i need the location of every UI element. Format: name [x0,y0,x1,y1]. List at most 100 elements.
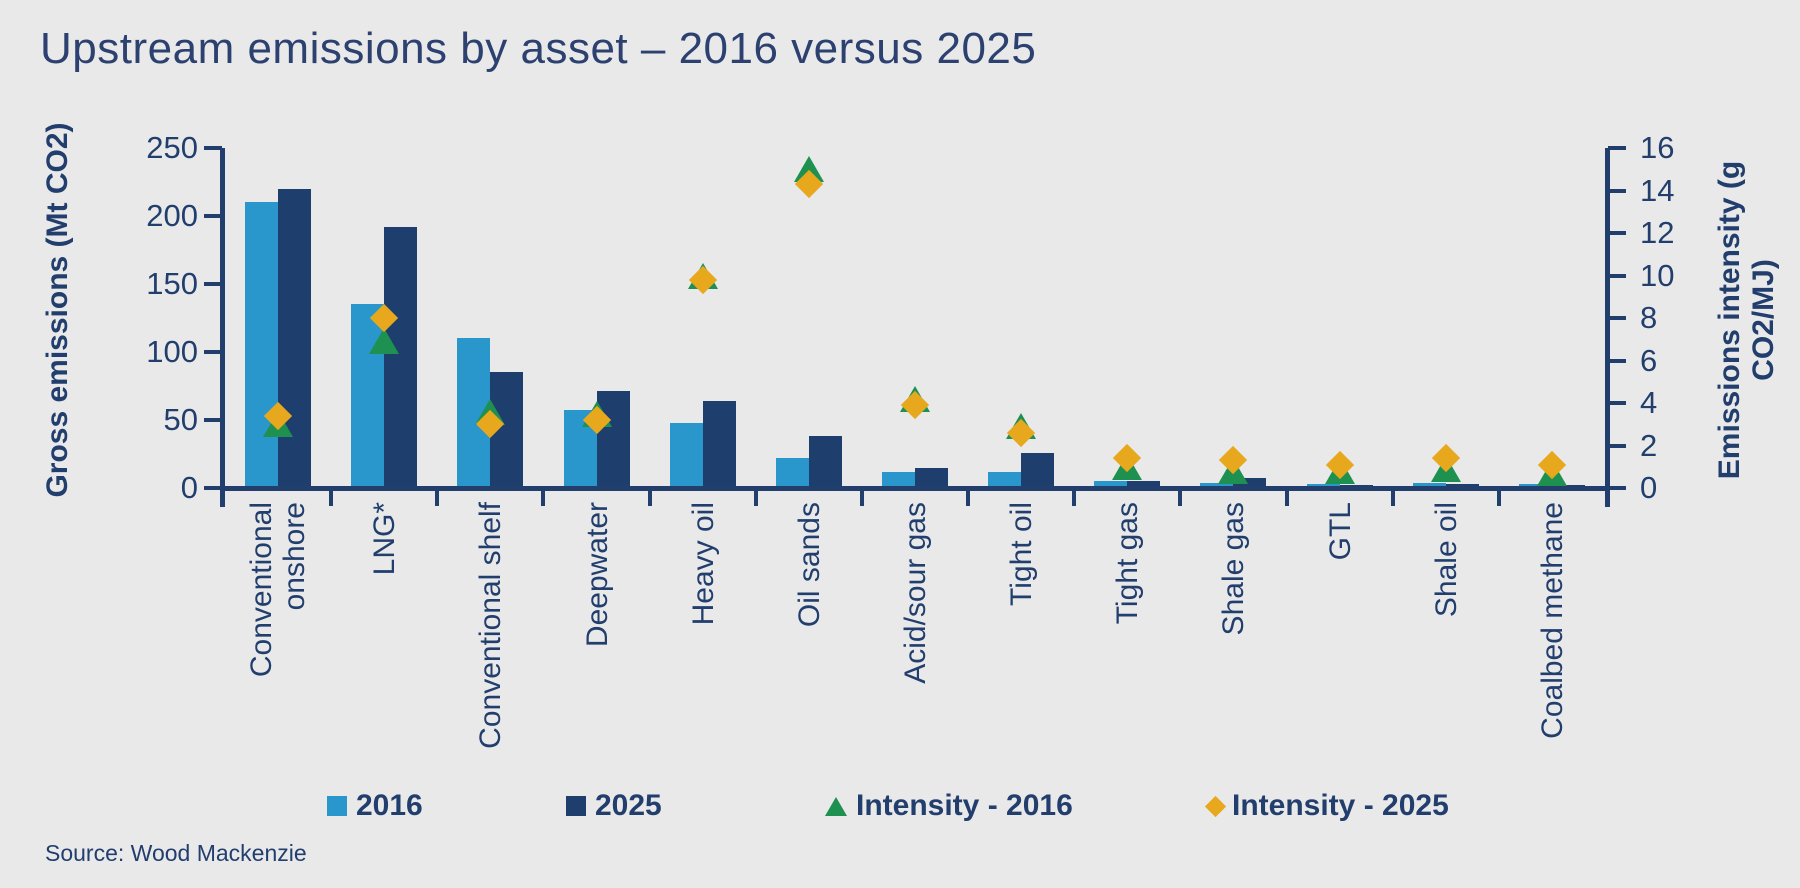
y-axis-right-line [1605,148,1610,507]
x-label-shale-gas: Shale gas [1197,502,1269,782]
x-label-text-shale-oil: Shale oil [1429,502,1463,618]
bar-2025-shale-oil [1445,483,1479,488]
bar-2016-coalbed-methane [1518,483,1552,488]
y-tick-label-left-0: 0 [180,470,198,505]
legend-swatch-triangle-icon [825,796,847,816]
x-label-deepwater: Deepwater [561,502,633,782]
left-axis-title: Gross emissions (Mt CO2) [41,122,74,498]
x-label-text-heavy-oil: Heavy oil [686,502,720,626]
x-label-text-conventional-onshore: Conventional onshore [245,502,312,678]
chart-title: Upstream emissions by asset – 2016 versu… [40,24,1037,73]
legend-swatch-2016-square-icon [327,796,347,816]
x-axis-tick-1 [329,491,334,506]
x-label-text-coalbed-methane: Coalbed methane [1535,502,1569,739]
y-tick-label-left-200: 200 [146,198,198,233]
bar-2025-acid-sour-gas [915,467,948,488]
x-label-gtl: GTL [1304,502,1376,782]
legend-label-intensity-2016: Intensity - 2016 [856,789,1073,822]
source-text: Source: Wood Mackenzie [45,840,307,866]
y-axis-left-line [220,148,225,507]
x-label-text-oil-sands: Oil sands [792,502,826,628]
bar-2025-conventional-onshore [278,188,312,488]
y-tick-right-4 [1608,401,1626,405]
y-tick-label-right-8: 8 [1640,300,1658,335]
y-tick-label-left-250: 250 [146,130,198,165]
x-label-oil-sands: Oil sands [773,502,845,782]
bar-2025-tight-gas [1127,481,1161,488]
legend-label-intensity-2025: Intensity - 2025 [1232,789,1449,822]
legend-swatch-diamond-icon [1204,795,1227,817]
x-label-text-acid-sour-gas: Acid/sour gas [898,502,932,684]
x-axis-tick-3 [541,491,546,506]
y-tick-right-2 [1608,443,1626,448]
x-label-conventional-onshore: Conventional onshore [242,502,314,782]
x-label-text-tight-gas: Tight gas [1110,502,1144,625]
legend-swatch-2025-square-icon [566,796,586,816]
y-tick-left-100 [204,350,222,354]
legend-label-2025: 2025 [595,789,662,822]
y-tick-label-right-4: 4 [1640,385,1658,420]
y-tick-left-0 [204,486,222,490]
legend-item-2016: 2016 [327,786,423,826]
y-tick-right-0 [1608,486,1626,490]
x-axis-tick-10 [1284,491,1289,506]
marker-intensity-2016-lng [369,328,400,355]
x-axis-tick-11 [1390,491,1395,506]
legend-item-intensity-2025: Intensity - 2025 [1204,786,1449,826]
y-tick-label-right-10: 10 [1640,257,1675,293]
bar-2025-tight-oil [1021,452,1055,488]
bar-2025-lng [384,226,418,488]
x-label-lng: LNG* [348,502,420,782]
y-tick-left-200 [204,214,222,218]
x-axis-tick-6 [859,491,864,506]
x-axis-tick-5 [753,491,758,506]
y-tick-label-left-50: 50 [163,402,198,437]
legend-item-2025: 2025 [566,786,662,826]
bar-2016-shale-gas [1200,483,1234,488]
x-label-coalbed-methane: Coalbed methane [1516,502,1588,782]
x-axis-tick-2 [435,491,440,506]
x-axis-line [220,486,1610,491]
x-label-text-lng: LNG* [367,502,401,576]
y-tick-right-10 [1608,273,1626,278]
y-tick-label-right-16: 16 [1640,130,1675,165]
y-tick-left-150 [204,282,222,286]
bar-2016-conventional-onshore [245,202,279,488]
x-label-text-shale-gas: Shale gas [1216,502,1250,636]
bar-2016-oil-sands [775,458,809,488]
y-tick-label-right-6: 6 [1640,342,1658,378]
bar-2016-tight-gas [1094,481,1128,488]
x-axis-tick-4 [647,491,652,506]
y-tick-label-right-2: 2 [1640,427,1658,463]
x-label-text-conventional-shelf: Conventional shelf [473,502,507,749]
x-label-text-tight-oil: Tight oil [1004,502,1038,606]
bar-2016-tight-oil [988,471,1022,488]
x-label-conventional-shelf: Conventional shelf [454,502,526,782]
x-label-text-gtl: GTL [1323,502,1357,561]
x-label-text-deepwater: Deepwater [580,502,614,648]
x-axis-tick-7 [966,491,971,506]
legend-item-intensity-2016: Intensity - 2016 [825,786,1073,826]
y-tick-right-8 [1608,316,1626,320]
legend: 2016 2025 Intensity - 2016 Intensity - 2… [0,786,1800,826]
x-label-shale-oil: Shale oil [1410,502,1482,782]
right-axis-title: Emissions intensity (g CO2/MJ) [1713,160,1780,480]
y-tick-label-right-0: 0 [1640,470,1658,505]
bar-2025-oil-sands [808,436,842,488]
y-tick-label-left-150: 150 [146,266,198,301]
bar-2016-shale-oil [1412,483,1446,488]
y-tick-right-16 [1608,146,1626,150]
y-tick-label-right-12: 12 [1640,215,1675,250]
legend-label-2016: 2016 [356,789,423,822]
bar-2016-gtl [1306,483,1340,488]
y-tick-right-6 [1608,358,1626,363]
x-label-acid-sour-gas: Acid/sour gas [879,502,951,782]
x-label-tight-gas: Tight gas [1091,502,1163,782]
bar-2016-acid-sour-gas [882,471,915,488]
x-label-heavy-oil: Heavy oil [667,502,739,782]
y-tick-label-left-100: 100 [146,334,198,369]
y-tick-left-250 [204,146,222,150]
x-axis-tick-9 [1178,491,1183,506]
